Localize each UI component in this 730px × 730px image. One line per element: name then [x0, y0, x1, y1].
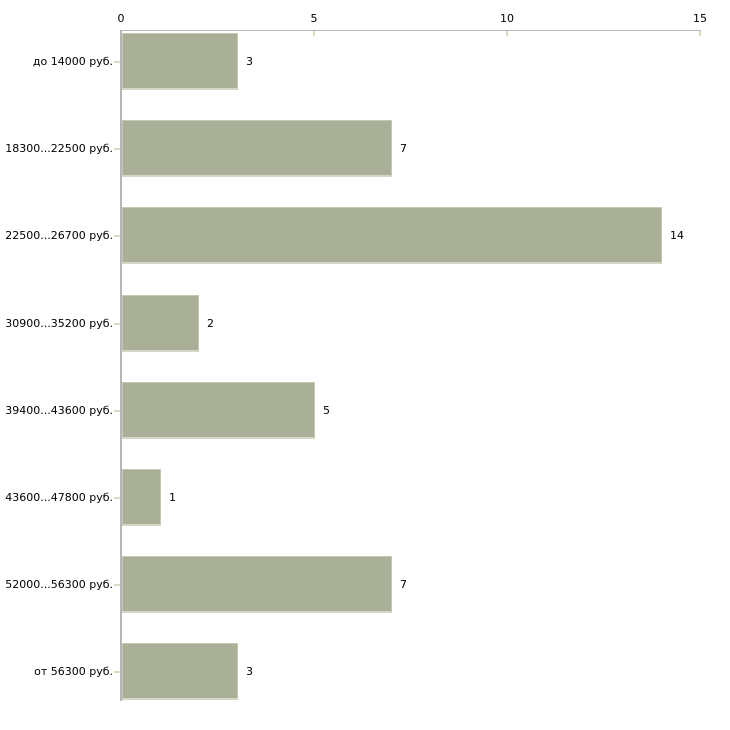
x-axis-tick-label: 15 [693, 12, 707, 25]
bar [122, 381, 315, 439]
bar-value-label: 5 [323, 403, 330, 417]
bar-value-label: 14 [670, 229, 684, 243]
bar [122, 207, 662, 265]
category-tick-mark [114, 584, 120, 587]
x-axis-line [121, 30, 701, 31]
bar [122, 556, 392, 614]
bar [122, 294, 199, 352]
bar-value-label: 7 [400, 578, 407, 592]
x-axis-tick-label: 0 [117, 12, 125, 25]
category-tick-mark [114, 61, 120, 63]
y-axis-line [120, 30, 122, 701]
category-label: 18300...22500 руб. [5, 142, 113, 156]
bar [122, 33, 238, 90]
category-label: от 56300 руб. [34, 665, 113, 679]
category-tick-mark [114, 235, 120, 238]
category-tick-mark [114, 497, 120, 499]
x-axis-tick-mark [699, 31, 701, 36]
category-label: 43600...47800 руб. [5, 491, 113, 504]
bar-value-label: 1 [169, 491, 176, 504]
bar-value-label: 3 [246, 665, 253, 679]
bar-value-label: 3 [246, 55, 253, 68]
x-axis-tick-mark [506, 31, 508, 36]
bar-value-label: 7 [400, 142, 407, 156]
category-label: 52000...56300 руб. [5, 578, 113, 592]
category-label: до 14000 руб. [32, 55, 113, 68]
x-axis-tick-mark [313, 31, 315, 36]
x-axis-tick-label: 10 [500, 12, 514, 25]
bar [122, 469, 161, 526]
category-tick-mark [114, 409, 120, 412]
category-tick-mark [114, 671, 120, 674]
bar [122, 643, 238, 701]
category-label: 39400...43600 руб. [5, 403, 113, 417]
category-tick-mark [114, 148, 120, 151]
bar [122, 120, 392, 178]
category-label: 22500...26700 руб. [5, 229, 113, 243]
category-label: 30900...35200 руб. [5, 316, 113, 330]
category-tick-mark [114, 322, 120, 325]
bar-value-label: 2 [207, 316, 214, 330]
x-axis-tick-label: 5 [310, 12, 318, 25]
